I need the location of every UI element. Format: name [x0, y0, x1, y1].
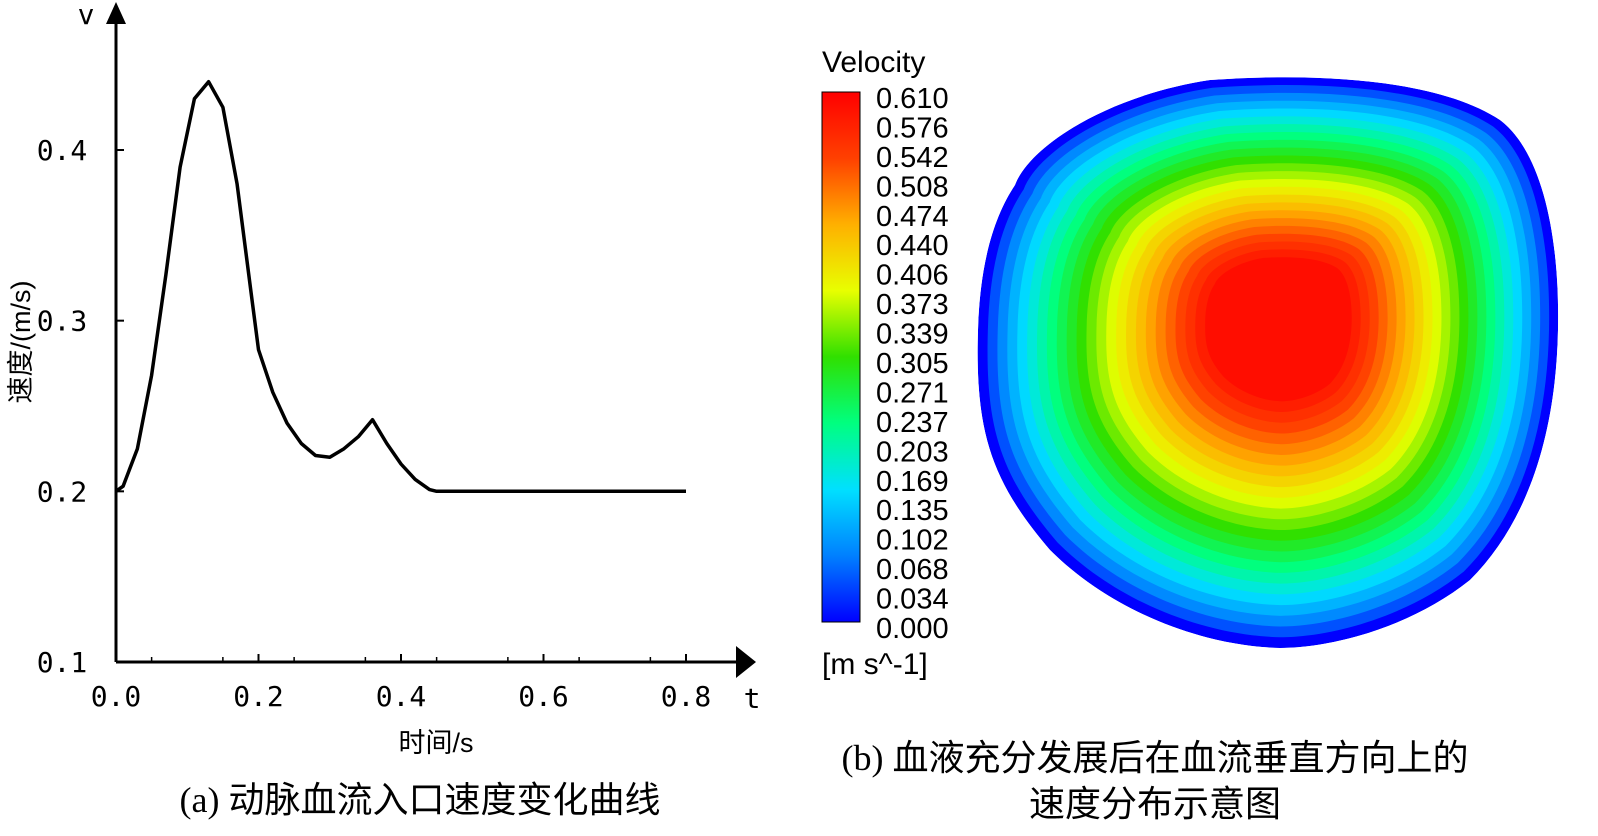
legend-tick-label: 0.373 [876, 289, 949, 321]
legend-title: Velocity [822, 46, 925, 79]
legend-tick-label: 0.102 [876, 525, 949, 557]
legend-tick-label: 0.406 [876, 260, 949, 292]
legend-tick-label: 0.068 [876, 554, 949, 586]
panel-b-caption-line1: (b) 血液充分发展后在血流垂直方向上的 [842, 738, 1469, 778]
legend-colorbar [821, 91, 861, 623]
legend-tick-label: 0.610 [876, 83, 949, 115]
x-tick-label: 0.8 [661, 680, 712, 713]
y-tick-label: 0.3 [37, 305, 88, 338]
y-axis-label: 速度/(m/s) [6, 281, 36, 404]
y-tick-label: 0.1 [37, 646, 88, 679]
legend-tick-label: 0.542 [876, 142, 949, 174]
legend-tick-label: 0.576 [876, 112, 949, 144]
velocity-contour-chart: Velocity 0.6100.5760.5420.5080.4740.4400… [821, 46, 1559, 824]
legend-tick-label: 0.474 [876, 201, 949, 233]
y-axis-arrow [106, 2, 126, 24]
legend-tick-label: 0.135 [876, 495, 949, 527]
x-tick-label: 0.4 [376, 680, 427, 713]
velocity-series-line [114, 79, 686, 494]
y-tick-label: 0.2 [37, 475, 88, 508]
legend-tick-label: 0.237 [876, 407, 949, 439]
legend-unit: [m s^-1] [822, 648, 928, 681]
legend-tick-label: 0.339 [876, 319, 949, 351]
legend-tick-label: 0.440 [876, 230, 949, 262]
legend-tick-label: 0.034 [876, 584, 949, 616]
x-axis-label: 时间/s [398, 728, 473, 758]
panel-b-caption-line2: 速度分布示意图 [1029, 784, 1281, 824]
legend-tick-label: 0.000 [876, 613, 949, 645]
x-tick-label: 0.6 [518, 680, 569, 713]
y-tick-label: 0.4 [37, 134, 88, 167]
legend-tick-label: 0.203 [876, 436, 949, 468]
contour-band [1205, 257, 1352, 402]
panel-a-caption: (a) 动脉血流入口速度变化曲线 [180, 780, 661, 820]
legend-tick-label: 0.169 [876, 466, 949, 498]
y-axis-symbol: v [78, 0, 95, 31]
x-axis-symbol: t [744, 682, 761, 715]
legend-tick-label: 0.508 [876, 171, 949, 203]
x-axis-arrow [736, 646, 756, 678]
x-tick-label: 0.2 [233, 680, 284, 713]
velocity-curve-chart: 0.0 0.2 0.4 0.6 0.8 0.1 0.2 0.3 0.4 v t 时间/s 速度… [6, 0, 761, 820]
legend-tick-label: 0.271 [876, 377, 949, 409]
legend-tick-label: 0.305 [876, 348, 949, 380]
x-tick-label: 0.0 [91, 680, 142, 713]
